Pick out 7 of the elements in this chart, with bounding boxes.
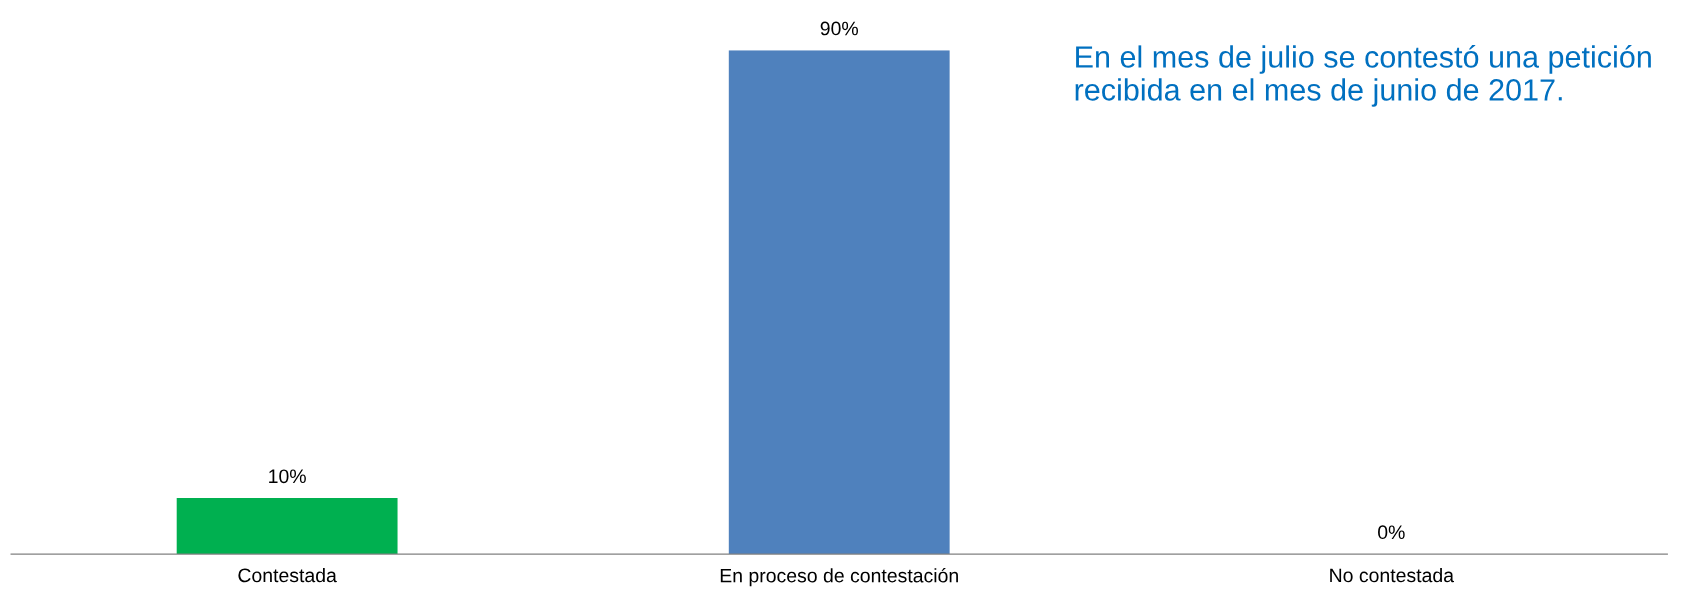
data-label: 10% — [269, 469, 306, 484]
annotation: En el mes de julio se contestó una petición recibida en el mes de junio de 2017. — [1075, 45, 1651, 107]
data-label: 0% — [1378, 525, 1405, 540]
x-tick-label: Contestada — [238, 567, 337, 583]
data-label: 90% — [820, 21, 858, 36]
x-tick-label: No contestada — [1330, 567, 1455, 583]
x-tick-label: En proceso de contestación — [720, 567, 958, 587]
